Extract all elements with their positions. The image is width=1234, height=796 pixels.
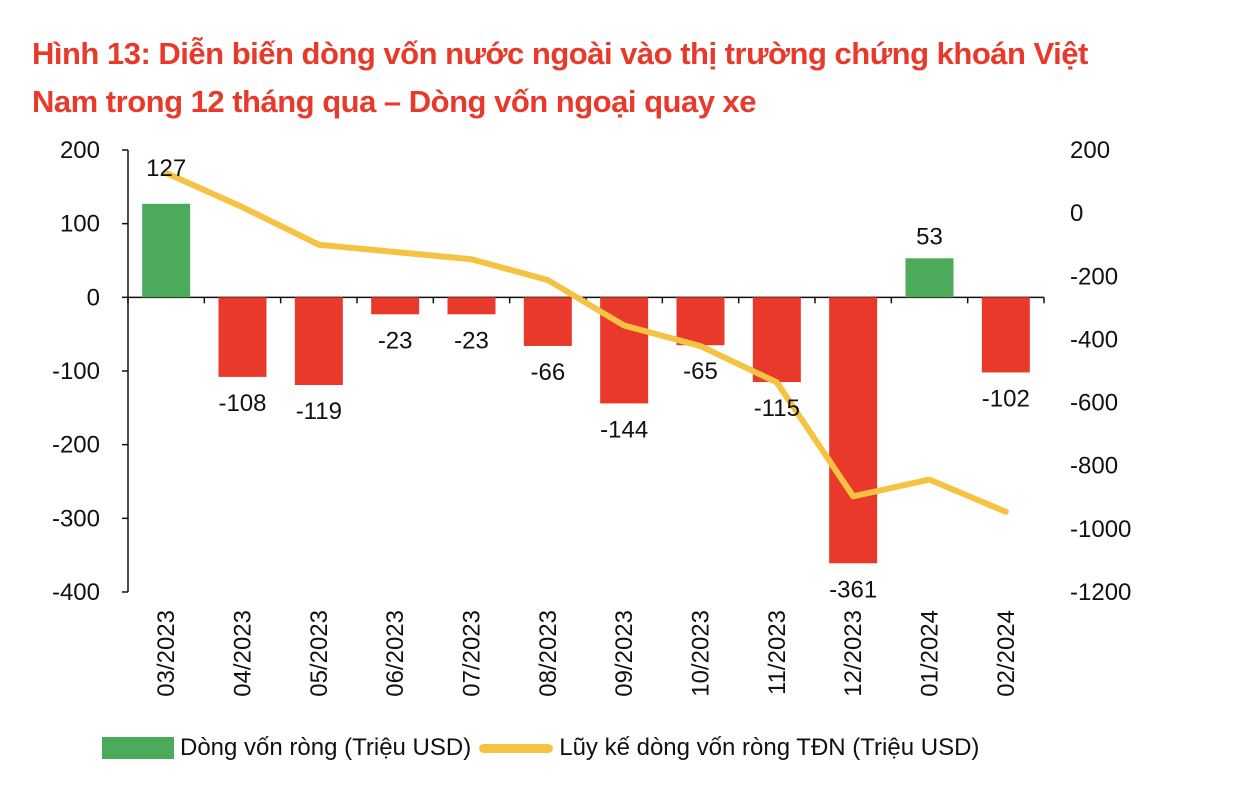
data-label: -361 bbox=[829, 576, 877, 603]
right-tick-label: -1200 bbox=[1070, 579, 1131, 606]
x-tick-label: 11/2023 bbox=[764, 610, 791, 695]
data-label: -65 bbox=[683, 358, 718, 385]
left-tick-label: -300 bbox=[52, 505, 100, 532]
x-tick-label: 09/2023 bbox=[611, 610, 638, 697]
bar-10/2023 bbox=[676, 297, 725, 346]
x-tick-label: 04/2023 bbox=[230, 610, 257, 697]
x-tick-label: 10/2023 bbox=[688, 610, 715, 697]
data-label: -115 bbox=[754, 395, 800, 422]
data-label: 53 bbox=[916, 223, 943, 250]
data-label: -102 bbox=[982, 385, 1030, 412]
right-tick-label: -400 bbox=[1070, 326, 1118, 353]
bar-12/2023 bbox=[829, 297, 878, 564]
left-tick-label: 0 bbox=[87, 284, 100, 311]
right-tick-label: -600 bbox=[1070, 390, 1118, 417]
x-tick-label: 03/2023 bbox=[153, 610, 180, 697]
legend-label-line: Lũy kế dòng vốn ròng TĐN (Triệu USD) bbox=[559, 734, 980, 761]
x-tick-label: 02/2024 bbox=[993, 610, 1020, 697]
x-tick-label: 05/2023 bbox=[306, 610, 333, 697]
right-tick-label: 200 bbox=[1070, 137, 1110, 164]
bar-04/2023 bbox=[218, 297, 267, 377]
data-label: -66 bbox=[530, 359, 565, 386]
x-tick-label: 06/2023 bbox=[382, 610, 409, 697]
legend-label-bar: Dòng vốn ròng (Triệu USD) bbox=[180, 734, 472, 761]
chart-title: Hình 13: Diễn biến dòng vốn nước ngoài v… bbox=[32, 36, 1088, 119]
data-label: -23 bbox=[378, 327, 413, 354]
bar-08/2023 bbox=[523, 297, 572, 346]
bar-03/2023 bbox=[142, 203, 191, 298]
bar-01/2024 bbox=[905, 258, 954, 298]
bar-05/2023 bbox=[294, 297, 343, 385]
x-tick-label: 08/2023 bbox=[535, 610, 562, 697]
right-tick-label: -1000 bbox=[1070, 516, 1131, 543]
legend-swatch-bar bbox=[102, 737, 174, 759]
x-tick-label: 12/2023 bbox=[840, 610, 867, 697]
data-label: -119 bbox=[296, 398, 342, 425]
left-tick-label: -100 bbox=[52, 358, 100, 385]
bar-06/2023 bbox=[371, 297, 420, 315]
right-tick-label: 0 bbox=[1070, 200, 1083, 227]
bar-11/2023 bbox=[752, 297, 801, 383]
data-label: 127 bbox=[146, 155, 186, 182]
right-tick-label: -200 bbox=[1070, 263, 1118, 290]
right-tick-label: -800 bbox=[1070, 453, 1118, 480]
legend: Dòng vốn ròng (Triệu USD) Lũy kế dòng vố… bbox=[102, 734, 979, 762]
legend-swatch-line bbox=[479, 743, 554, 753]
data-label: -23 bbox=[454, 327, 489, 354]
left-tick-label: 200 bbox=[60, 137, 100, 164]
cumulative-line bbox=[163, 170, 1009, 515]
left-tick-label: 100 bbox=[60, 211, 100, 238]
left-tick-label: -200 bbox=[52, 432, 100, 459]
x-tick-label: 07/2023 bbox=[459, 610, 486, 697]
x-tick-label: 01/2024 bbox=[917, 610, 944, 697]
bar-07/2023 bbox=[447, 297, 496, 315]
left-tick-label: -400 bbox=[52, 579, 100, 606]
data-label: -108 bbox=[218, 390, 266, 417]
data-label: -144 bbox=[600, 416, 648, 443]
bar-02/2024 bbox=[981, 297, 1030, 373]
